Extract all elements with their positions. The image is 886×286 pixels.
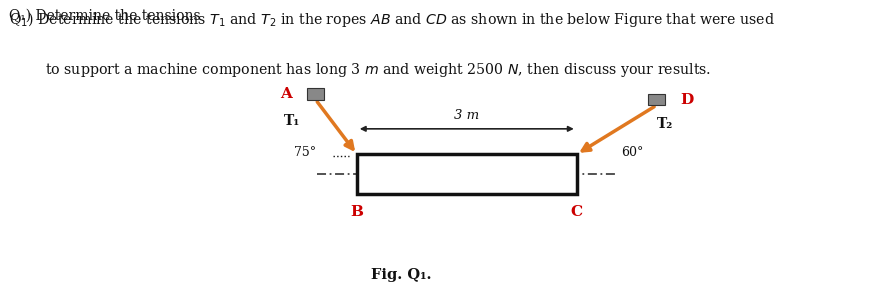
Text: 3 m: 3 m <box>454 109 478 122</box>
Text: A: A <box>279 87 291 101</box>
Text: 75°: 75° <box>293 146 315 159</box>
Bar <box>356 154 576 194</box>
Text: T₂: T₂ <box>656 117 672 131</box>
Text: 60°: 60° <box>621 146 643 159</box>
Text: Q$_1$) Determine the tensions $T_1$ and $T_2$ in the ropes $AB$ and $CD$ as show: Q$_1$) Determine the tensions $T_1$ and … <box>10 10 774 29</box>
Text: B: B <box>350 205 363 219</box>
Bar <box>307 88 324 100</box>
Text: to support a machine component has long 3 $m$ and weight 2500 $N$, then discuss : to support a machine component has long … <box>45 61 711 79</box>
Text: Q₁) Determine the tensions: Q₁) Determine the tensions <box>9 9 205 23</box>
Bar <box>647 94 664 105</box>
Text: C: C <box>570 205 582 219</box>
Text: D: D <box>680 93 693 107</box>
Text: T₁: T₁ <box>284 114 300 128</box>
Text: Fig. Q₁.: Fig. Q₁. <box>370 268 431 282</box>
